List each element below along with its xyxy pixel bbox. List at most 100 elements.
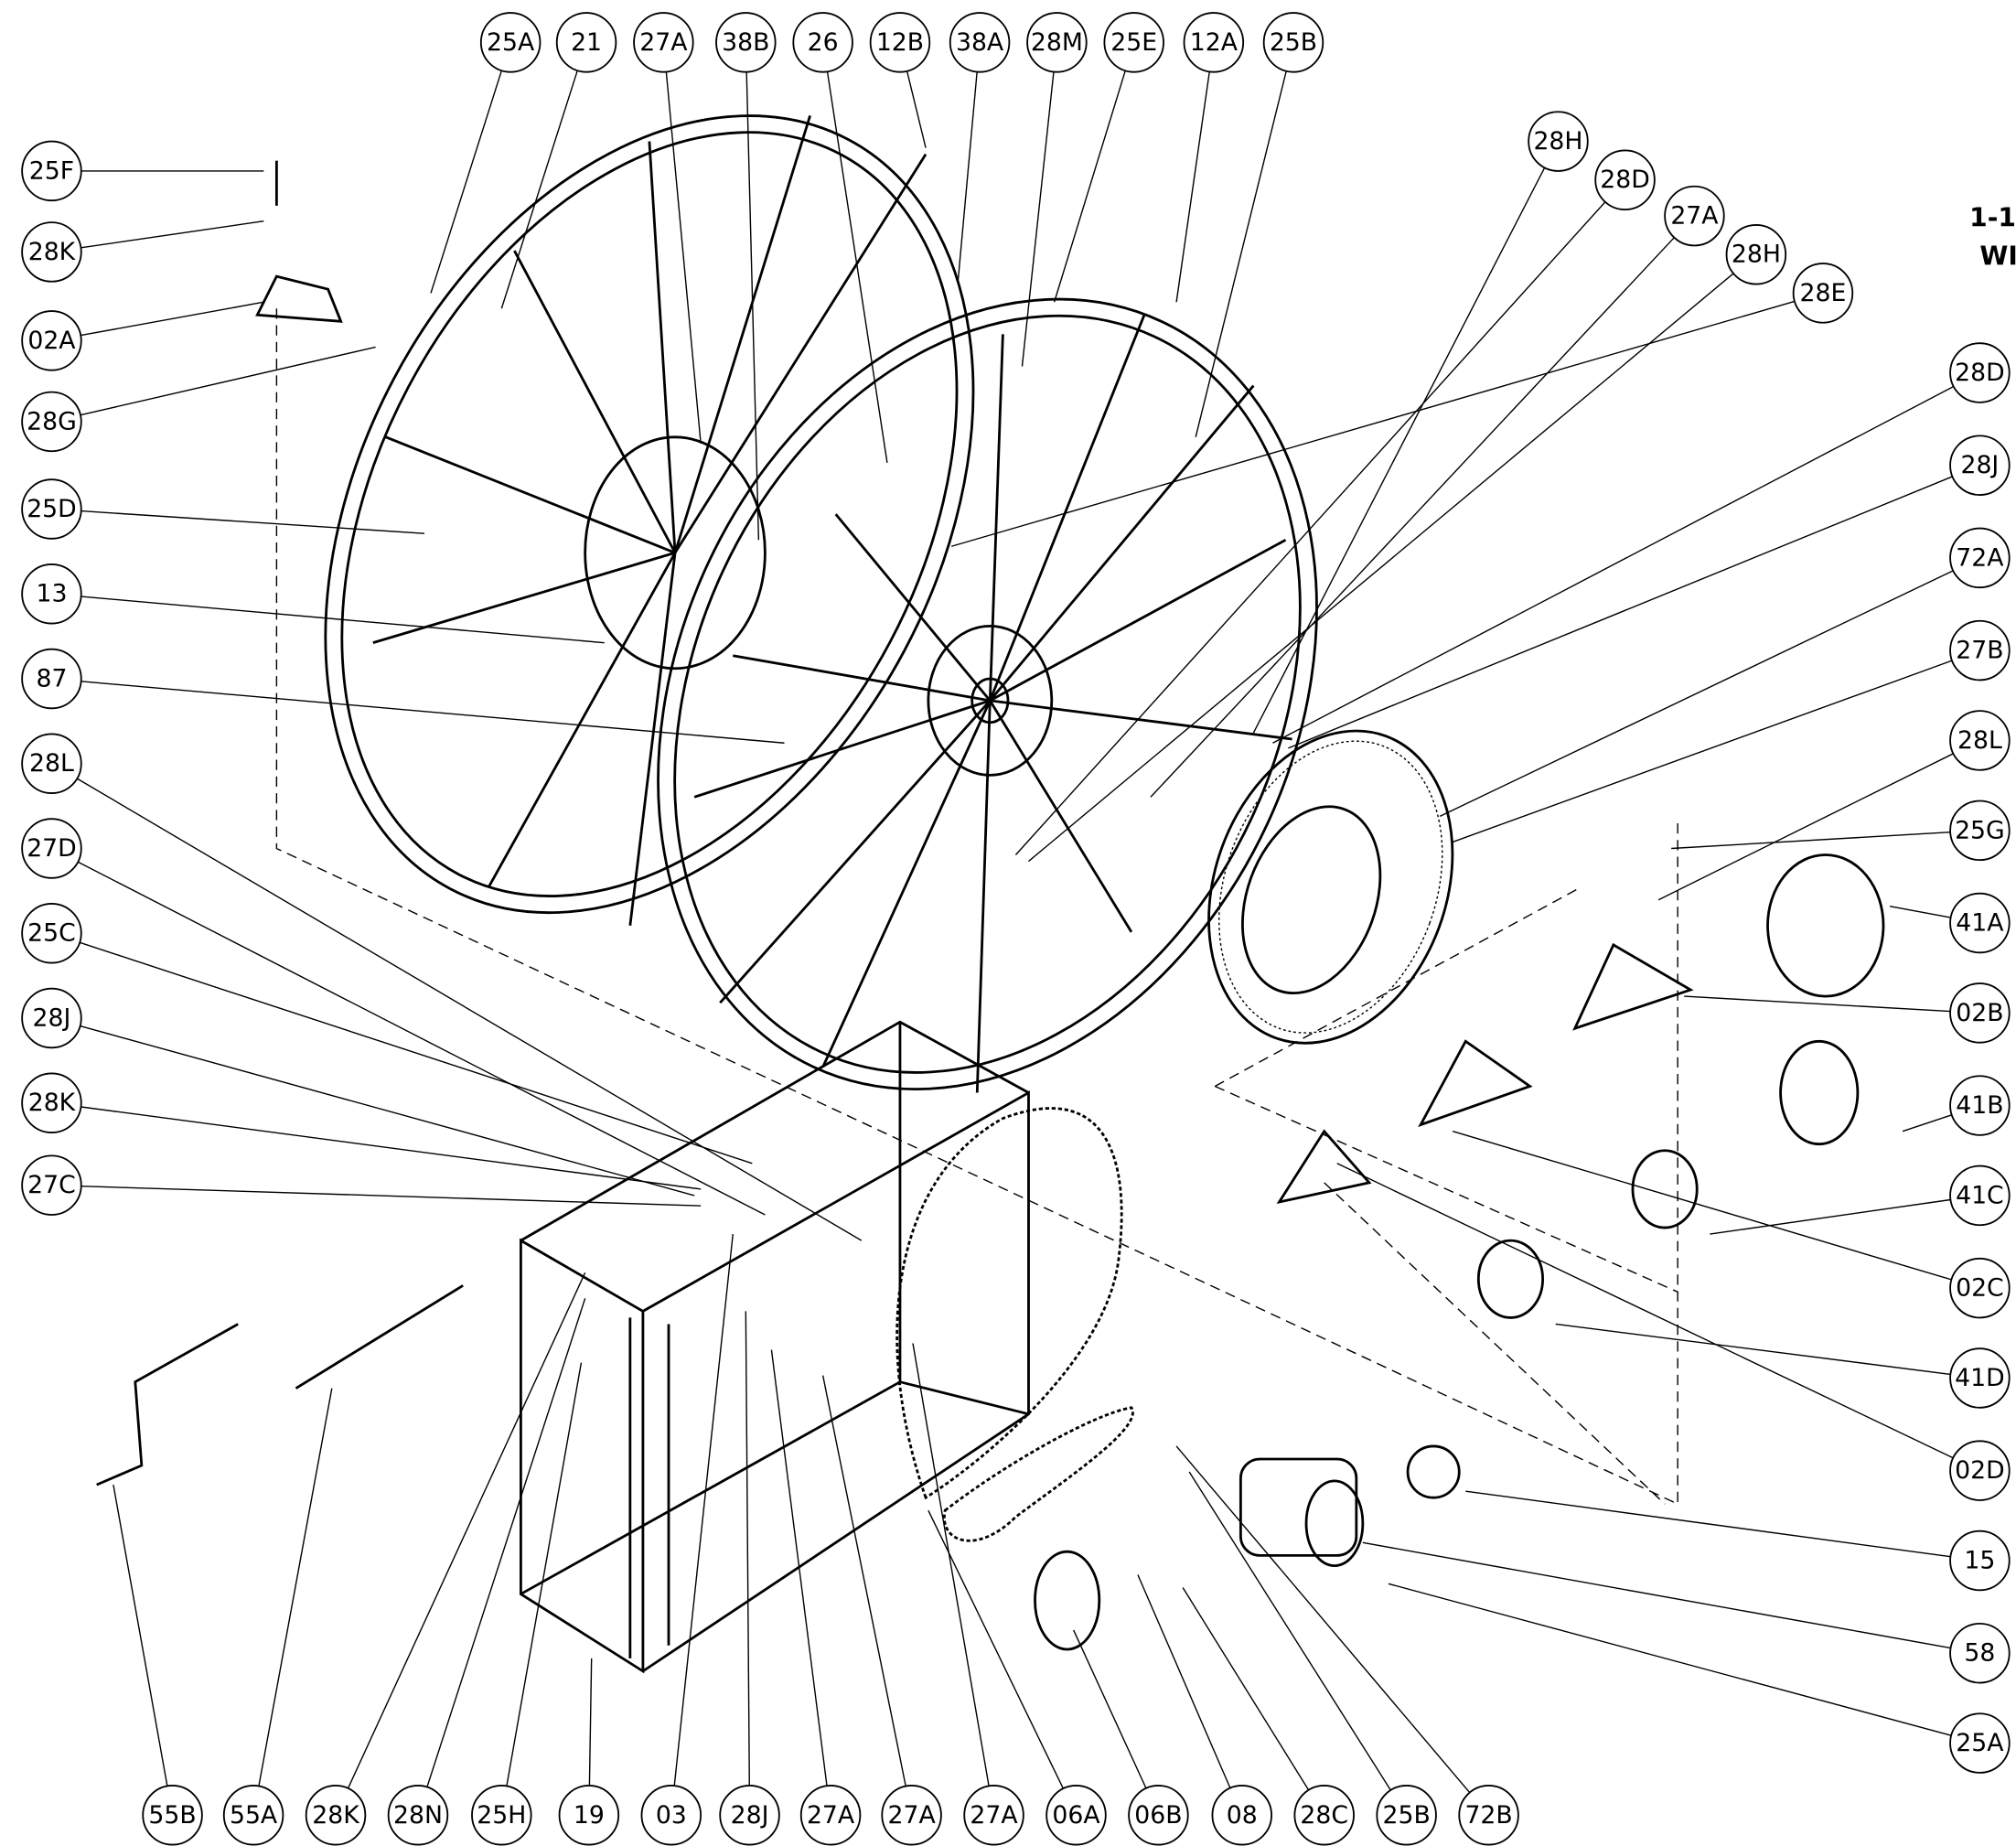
callout-balloon <box>799 1785 862 1846</box>
callout-label: 87 <box>36 664 67 692</box>
title-fragment: 1-1 <box>1969 202 2016 232</box>
callout-balloon <box>1949 1712 2011 1774</box>
leader-line <box>80 1106 702 1190</box>
callout-label: 27D <box>27 834 77 863</box>
callout-label: 27A <box>639 28 688 57</box>
callout-label: 26 <box>808 28 839 57</box>
callout-balloon <box>640 1785 702 1846</box>
callout-label: 28D <box>1955 359 2005 387</box>
callout-label: 28M <box>1031 28 1083 57</box>
artwork <box>96 114 1885 1674</box>
leader-line <box>80 510 425 534</box>
leader-line <box>77 861 766 1216</box>
callout-label: 28H <box>1533 127 1582 156</box>
callout-label: 15 <box>1964 1547 1995 1575</box>
leader-line <box>80 681 785 744</box>
leader-line <box>1657 753 1954 901</box>
callout-balloon <box>21 818 82 879</box>
callout-label: 72B <box>1464 1801 1512 1830</box>
callout-label: 25B <box>1270 28 1317 57</box>
callout-label: 25D <box>27 495 77 523</box>
leader-line <box>1195 70 1287 437</box>
leader-line <box>1889 906 1951 918</box>
callout-balloon <box>1725 224 1787 285</box>
callout-balloon <box>963 1785 1024 1846</box>
leader-line <box>1028 273 1734 863</box>
callout-balloon <box>792 12 853 73</box>
callout-balloon <box>1026 12 1088 73</box>
leader-line <box>1252 166 1546 734</box>
callout-label: 28K <box>312 1801 360 1830</box>
callout-label: 58 <box>1964 1639 1995 1668</box>
callout-balloon <box>305 1785 367 1846</box>
callout-balloon <box>21 563 82 625</box>
callout-balloon <box>1949 1622 2011 1684</box>
callout-label: 55B <box>148 1801 196 1830</box>
leader-line <box>1288 476 1953 749</box>
callout-balloon <box>21 391 82 453</box>
callout-balloon <box>1949 1164 2011 1227</box>
callout-balloon <box>471 1785 532 1846</box>
callout-balloon <box>1949 1257 2011 1319</box>
callout-balloon <box>558 1785 620 1846</box>
callout-label: 28L <box>29 749 74 778</box>
callout-balloon <box>1046 1785 1107 1846</box>
callout-label: 02D <box>1955 1456 2005 1485</box>
callout-label: 25H <box>477 1801 526 1830</box>
leader-line <box>80 220 264 249</box>
callout-balloon <box>21 478 82 540</box>
callout-label: 21 <box>571 28 602 57</box>
leader-line <box>258 1388 333 1787</box>
callout-balloon <box>1128 1785 1189 1846</box>
callout-label: 03 <box>656 1801 687 1830</box>
callout-balloon <box>21 140 82 202</box>
leader-line <box>1710 1198 1951 1235</box>
leader-line <box>347 1272 586 1789</box>
callout-balloon <box>21 987 82 1049</box>
callout-label: 28J <box>33 1003 71 1032</box>
leader-line <box>588 1658 593 1786</box>
callout-label: 27B <box>1956 637 2003 665</box>
callout-label: 25B <box>1383 1801 1431 1830</box>
callout-label: 41D <box>1955 1364 2005 1392</box>
callout-balloon <box>222 1785 284 1846</box>
callout-label: 28L <box>1957 726 2002 755</box>
callout-label: 28G <box>27 407 77 435</box>
leader-line <box>80 346 376 416</box>
callout-balloon <box>1949 619 2011 682</box>
callout-balloon <box>1949 982 2011 1044</box>
leader-line <box>1452 660 1953 843</box>
callout-balloon <box>1949 710 2011 771</box>
leader-line <box>665 71 702 444</box>
leader-line <box>770 1349 828 1787</box>
callout-label: 27A <box>807 1801 855 1830</box>
leader-line <box>1336 1163 1954 1459</box>
callout-balloon <box>387 1785 449 1846</box>
leader-line <box>80 1025 695 1197</box>
leader-line <box>430 70 503 294</box>
callout-label: 12A <box>1190 28 1239 57</box>
callout-label: 28J <box>1960 451 1999 479</box>
callout-label: 28N <box>393 1801 443 1830</box>
callout-balloon <box>1949 800 2011 862</box>
leader-line <box>745 1311 750 1786</box>
callout-balloon <box>21 1154 82 1216</box>
callout-balloon <box>1262 12 1324 73</box>
callout-balloon <box>633 12 694 73</box>
callout-label: 06A <box>1052 1801 1100 1830</box>
leader-line <box>957 71 978 284</box>
callout-label: 72A <box>1956 543 2004 572</box>
callout-balloon <box>1949 1440 2011 1501</box>
callout-label: 38B <box>722 28 769 57</box>
leader-line <box>1021 71 1055 367</box>
callout-label: 28K <box>28 1089 77 1117</box>
leader-line <box>80 1186 702 1207</box>
callout-label: 28E <box>1800 279 1847 307</box>
callout-balloon <box>142 1785 203 1846</box>
leader-line <box>745 71 760 541</box>
callout-balloon <box>1458 1785 1519 1846</box>
leader-line <box>1388 1583 1952 1736</box>
callout-label: 38A <box>956 28 1004 57</box>
leader-line <box>1465 1490 1951 1558</box>
callout-label: 25C <box>27 919 76 948</box>
